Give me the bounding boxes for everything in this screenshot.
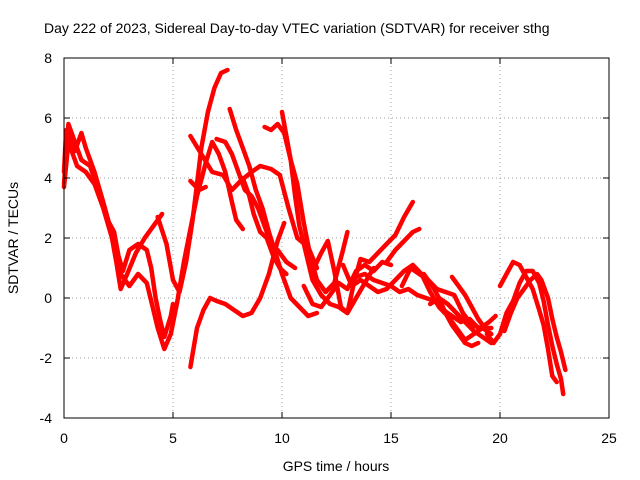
series-arc-24 bbox=[502, 271, 568, 373]
series-arc-14 bbox=[310, 199, 416, 316]
chart-title: Day 222 of 2023, Sidereal Day-to-day VTE… bbox=[44, 20, 550, 36]
series-arc-13 bbox=[301, 259, 394, 310]
series-arc-17 bbox=[384, 226, 422, 265]
series-arc-4 bbox=[155, 67, 230, 295]
y-tick-label: 8 bbox=[44, 50, 52, 66]
series-arc-5 bbox=[188, 178, 208, 193]
axis-ticks bbox=[63, 57, 610, 419]
series-arc-9 bbox=[240, 175, 289, 277]
x-tick-label: 25 bbox=[601, 430, 617, 446]
y-tick-label: -4 bbox=[40, 410, 53, 426]
series-arc-19 bbox=[421, 271, 481, 349]
y-axis-label: SDTVAR / TECUs bbox=[5, 182, 21, 294]
series-arc-8 bbox=[214, 136, 298, 271]
x-tick-label: 15 bbox=[383, 430, 399, 446]
series-arc-23 bbox=[497, 259, 559, 385]
y-tick-label: 6 bbox=[44, 110, 52, 126]
x-tick-label: 5 bbox=[169, 430, 177, 446]
series-arc-16 bbox=[353, 271, 481, 331]
x-axis-label: GPS time / hours bbox=[283, 458, 390, 474]
x-tick-label: 10 bbox=[274, 430, 290, 446]
series-arc-12 bbox=[279, 109, 376, 316]
series-arc-22 bbox=[484, 268, 566, 397]
y-tick-label: 0 bbox=[44, 290, 52, 306]
series-arc-10 bbox=[188, 220, 287, 370]
x-tick-label: 0 bbox=[60, 430, 68, 446]
y-tick-label: 4 bbox=[44, 170, 52, 186]
y-tick-label: -2 bbox=[40, 350, 53, 366]
series-arc-3 bbox=[61, 139, 246, 352]
data-series bbox=[61, 67, 568, 397]
series-arc-21 bbox=[449, 274, 494, 331]
tick-labels: 0 5 10 15 20 25 -4 -2 0 2 4 6 8 bbox=[40, 50, 617, 446]
x-tick-label: 20 bbox=[492, 430, 508, 446]
series-arc-20 bbox=[427, 295, 494, 346]
series-arc-6 bbox=[188, 133, 320, 271]
series-arc-2 bbox=[61, 121, 176, 340]
series-arc-15 bbox=[340, 262, 494, 343]
y-tick-label: 2 bbox=[44, 230, 52, 246]
